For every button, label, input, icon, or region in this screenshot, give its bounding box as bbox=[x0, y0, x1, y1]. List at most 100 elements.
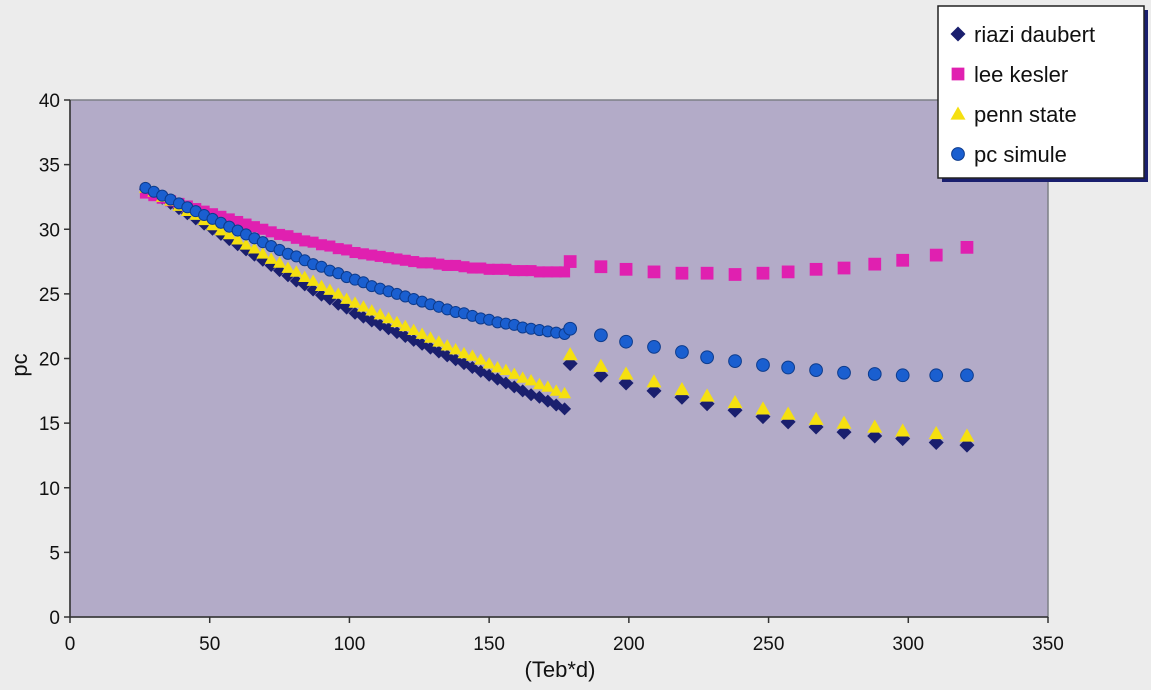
data-point bbox=[558, 402, 572, 416]
y-axis: 0 5 10 15 20 25 30 35 40 bbox=[39, 91, 71, 629]
data-point bbox=[231, 233, 245, 245]
data-point bbox=[593, 358, 609, 372]
data-point bbox=[550, 266, 562, 278]
data-point bbox=[727, 394, 743, 409]
data-point bbox=[516, 371, 530, 383]
data-point bbox=[867, 367, 882, 381]
data-point bbox=[450, 259, 462, 271]
data-point bbox=[700, 350, 714, 365]
data-point bbox=[383, 252, 395, 264]
data-point bbox=[929, 248, 943, 262]
data-point bbox=[895, 423, 911, 437]
data-point bbox=[264, 252, 278, 264]
data-point bbox=[306, 274, 320, 286]
data-point bbox=[619, 262, 633, 276]
data-point bbox=[594, 328, 608, 343]
data-point bbox=[646, 374, 662, 388]
data-point bbox=[756, 266, 770, 280]
data-point bbox=[458, 261, 470, 273]
x-tick-label: 100 bbox=[334, 634, 366, 655]
data-point bbox=[728, 268, 742, 281]
data-point bbox=[700, 266, 714, 280]
x-tick-label: 0 bbox=[65, 634, 76, 655]
data-point bbox=[441, 259, 453, 271]
data-point bbox=[533, 266, 545, 278]
data-point bbox=[867, 419, 883, 433]
data-point bbox=[424, 257, 436, 269]
data-point bbox=[398, 319, 412, 332]
data-point bbox=[756, 358, 770, 372]
data-point bbox=[214, 224, 228, 236]
data-point bbox=[868, 257, 882, 271]
legend-box bbox=[937, 5, 1145, 179]
data-point bbox=[307, 236, 319, 248]
data-point bbox=[466, 262, 478, 274]
data-point bbox=[475, 262, 487, 274]
x-tick-label: 50 bbox=[199, 634, 220, 655]
data-point bbox=[647, 339, 661, 354]
data-point bbox=[373, 308, 387, 320]
data-point bbox=[928, 425, 944, 440]
data-point bbox=[273, 256, 287, 268]
data-point bbox=[507, 367, 521, 379]
data-point bbox=[781, 265, 795, 279]
data-point bbox=[390, 315, 404, 328]
data-point bbox=[240, 218, 252, 230]
data-point bbox=[423, 331, 437, 343]
data-point bbox=[366, 249, 378, 261]
data-point bbox=[265, 226, 277, 238]
data-point bbox=[457, 346, 471, 359]
data-point bbox=[960, 240, 974, 254]
y-tick-label: 25 bbox=[39, 285, 60, 306]
x-tick-label: 350 bbox=[1032, 634, 1064, 655]
data-point bbox=[298, 270, 312, 282]
data-point bbox=[257, 223, 269, 235]
legend-marker bbox=[951, 147, 965, 161]
y-tick-label: 20 bbox=[39, 350, 60, 371]
data-point bbox=[232, 215, 244, 228]
data-point bbox=[674, 382, 690, 396]
data-point bbox=[755, 401, 771, 415]
data-point bbox=[416, 257, 428, 269]
data-point bbox=[415, 327, 429, 339]
data-point bbox=[289, 265, 303, 277]
legend-entry-label: pc simule bbox=[974, 142, 1067, 167]
data-point bbox=[895, 368, 910, 383]
series-layer bbox=[138, 181, 975, 453]
data-point bbox=[449, 342, 463, 355]
data-point bbox=[465, 349, 479, 361]
data-point bbox=[374, 250, 386, 262]
data-point bbox=[357, 248, 369, 260]
data-point bbox=[517, 265, 529, 277]
data-point bbox=[222, 227, 236, 240]
data-point bbox=[809, 262, 823, 276]
data-point bbox=[542, 266, 554, 278]
data-point bbox=[281, 261, 295, 273]
data-point bbox=[837, 261, 851, 275]
data-point bbox=[675, 266, 689, 280]
data-point bbox=[959, 428, 975, 442]
data-point bbox=[391, 253, 403, 265]
data-point bbox=[508, 265, 520, 277]
data-point bbox=[491, 361, 505, 373]
data-point bbox=[728, 354, 742, 368]
data-point bbox=[408, 256, 420, 268]
data-point bbox=[365, 304, 379, 316]
data-point bbox=[500, 263, 512, 275]
data-point bbox=[562, 347, 578, 361]
data-point bbox=[525, 265, 537, 277]
data-point bbox=[289, 274, 303, 288]
data-point bbox=[332, 243, 344, 255]
data-point bbox=[559, 266, 571, 278]
y-tick-label: 40 bbox=[39, 91, 60, 112]
y-tick-label: 35 bbox=[39, 156, 60, 177]
data-point bbox=[699, 388, 715, 402]
legend-entry-label: penn state bbox=[974, 102, 1077, 127]
x-axis: 0 50 100 150 200 250 300 350 bbox=[65, 616, 1064, 655]
data-point bbox=[306, 283, 320, 297]
y-tick-label: 0 bbox=[49, 608, 60, 629]
data-point bbox=[549, 384, 563, 396]
x-tick-label: 300 bbox=[892, 634, 924, 655]
data-point bbox=[331, 287, 345, 299]
